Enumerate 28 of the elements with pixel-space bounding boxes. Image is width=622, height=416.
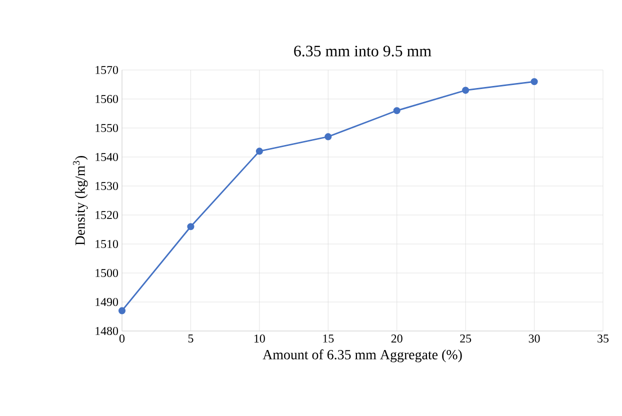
y-axis-title: Density (kg/m$^{3}$) — [73, 156, 88, 246]
x-tick-label: 25 — [460, 334, 472, 343]
x-tick-label: 5 — [188, 334, 194, 342]
point — [118, 307, 126, 314]
point — [462, 86, 470, 94]
y-tick-label: 1570 — [96, 66, 118, 74]
y-tick-label: 1540 — [96, 152, 118, 162]
x-axis-title: Amount of 6.35 mm Aggregate (%) — [262, 349, 462, 362]
y-tick-label: 1510 — [96, 240, 118, 248]
y-tick-label: 1490 — [96, 298, 118, 306]
point — [530, 78, 538, 86]
point — [187, 223, 194, 230]
x-tick-label: 30 — [528, 334, 540, 343]
x-tick-label: 10 — [254, 334, 265, 343]
point — [393, 107, 400, 114]
y-tick-label: 1560 — [96, 94, 118, 104]
y-tick-label: 1530 — [96, 182, 118, 190]
y-tick-label: 1550 — [96, 124, 118, 132]
x-tick-label: 35 — [598, 334, 609, 343]
x-tick-label: 0 — [119, 334, 125, 343]
point — [256, 148, 263, 155]
chart-title: 6.35 mm into 9.5 mm — [294, 46, 432, 56]
y-tick-label: 1480 — [96, 326, 118, 336]
x-tick-label: 15 — [323, 334, 334, 343]
y-tick-label: 1500 — [96, 268, 118, 278]
y-tick-label: 1520 — [96, 210, 118, 220]
x-tick-label: 20 — [391, 334, 402, 343]
point — [324, 133, 332, 140]
